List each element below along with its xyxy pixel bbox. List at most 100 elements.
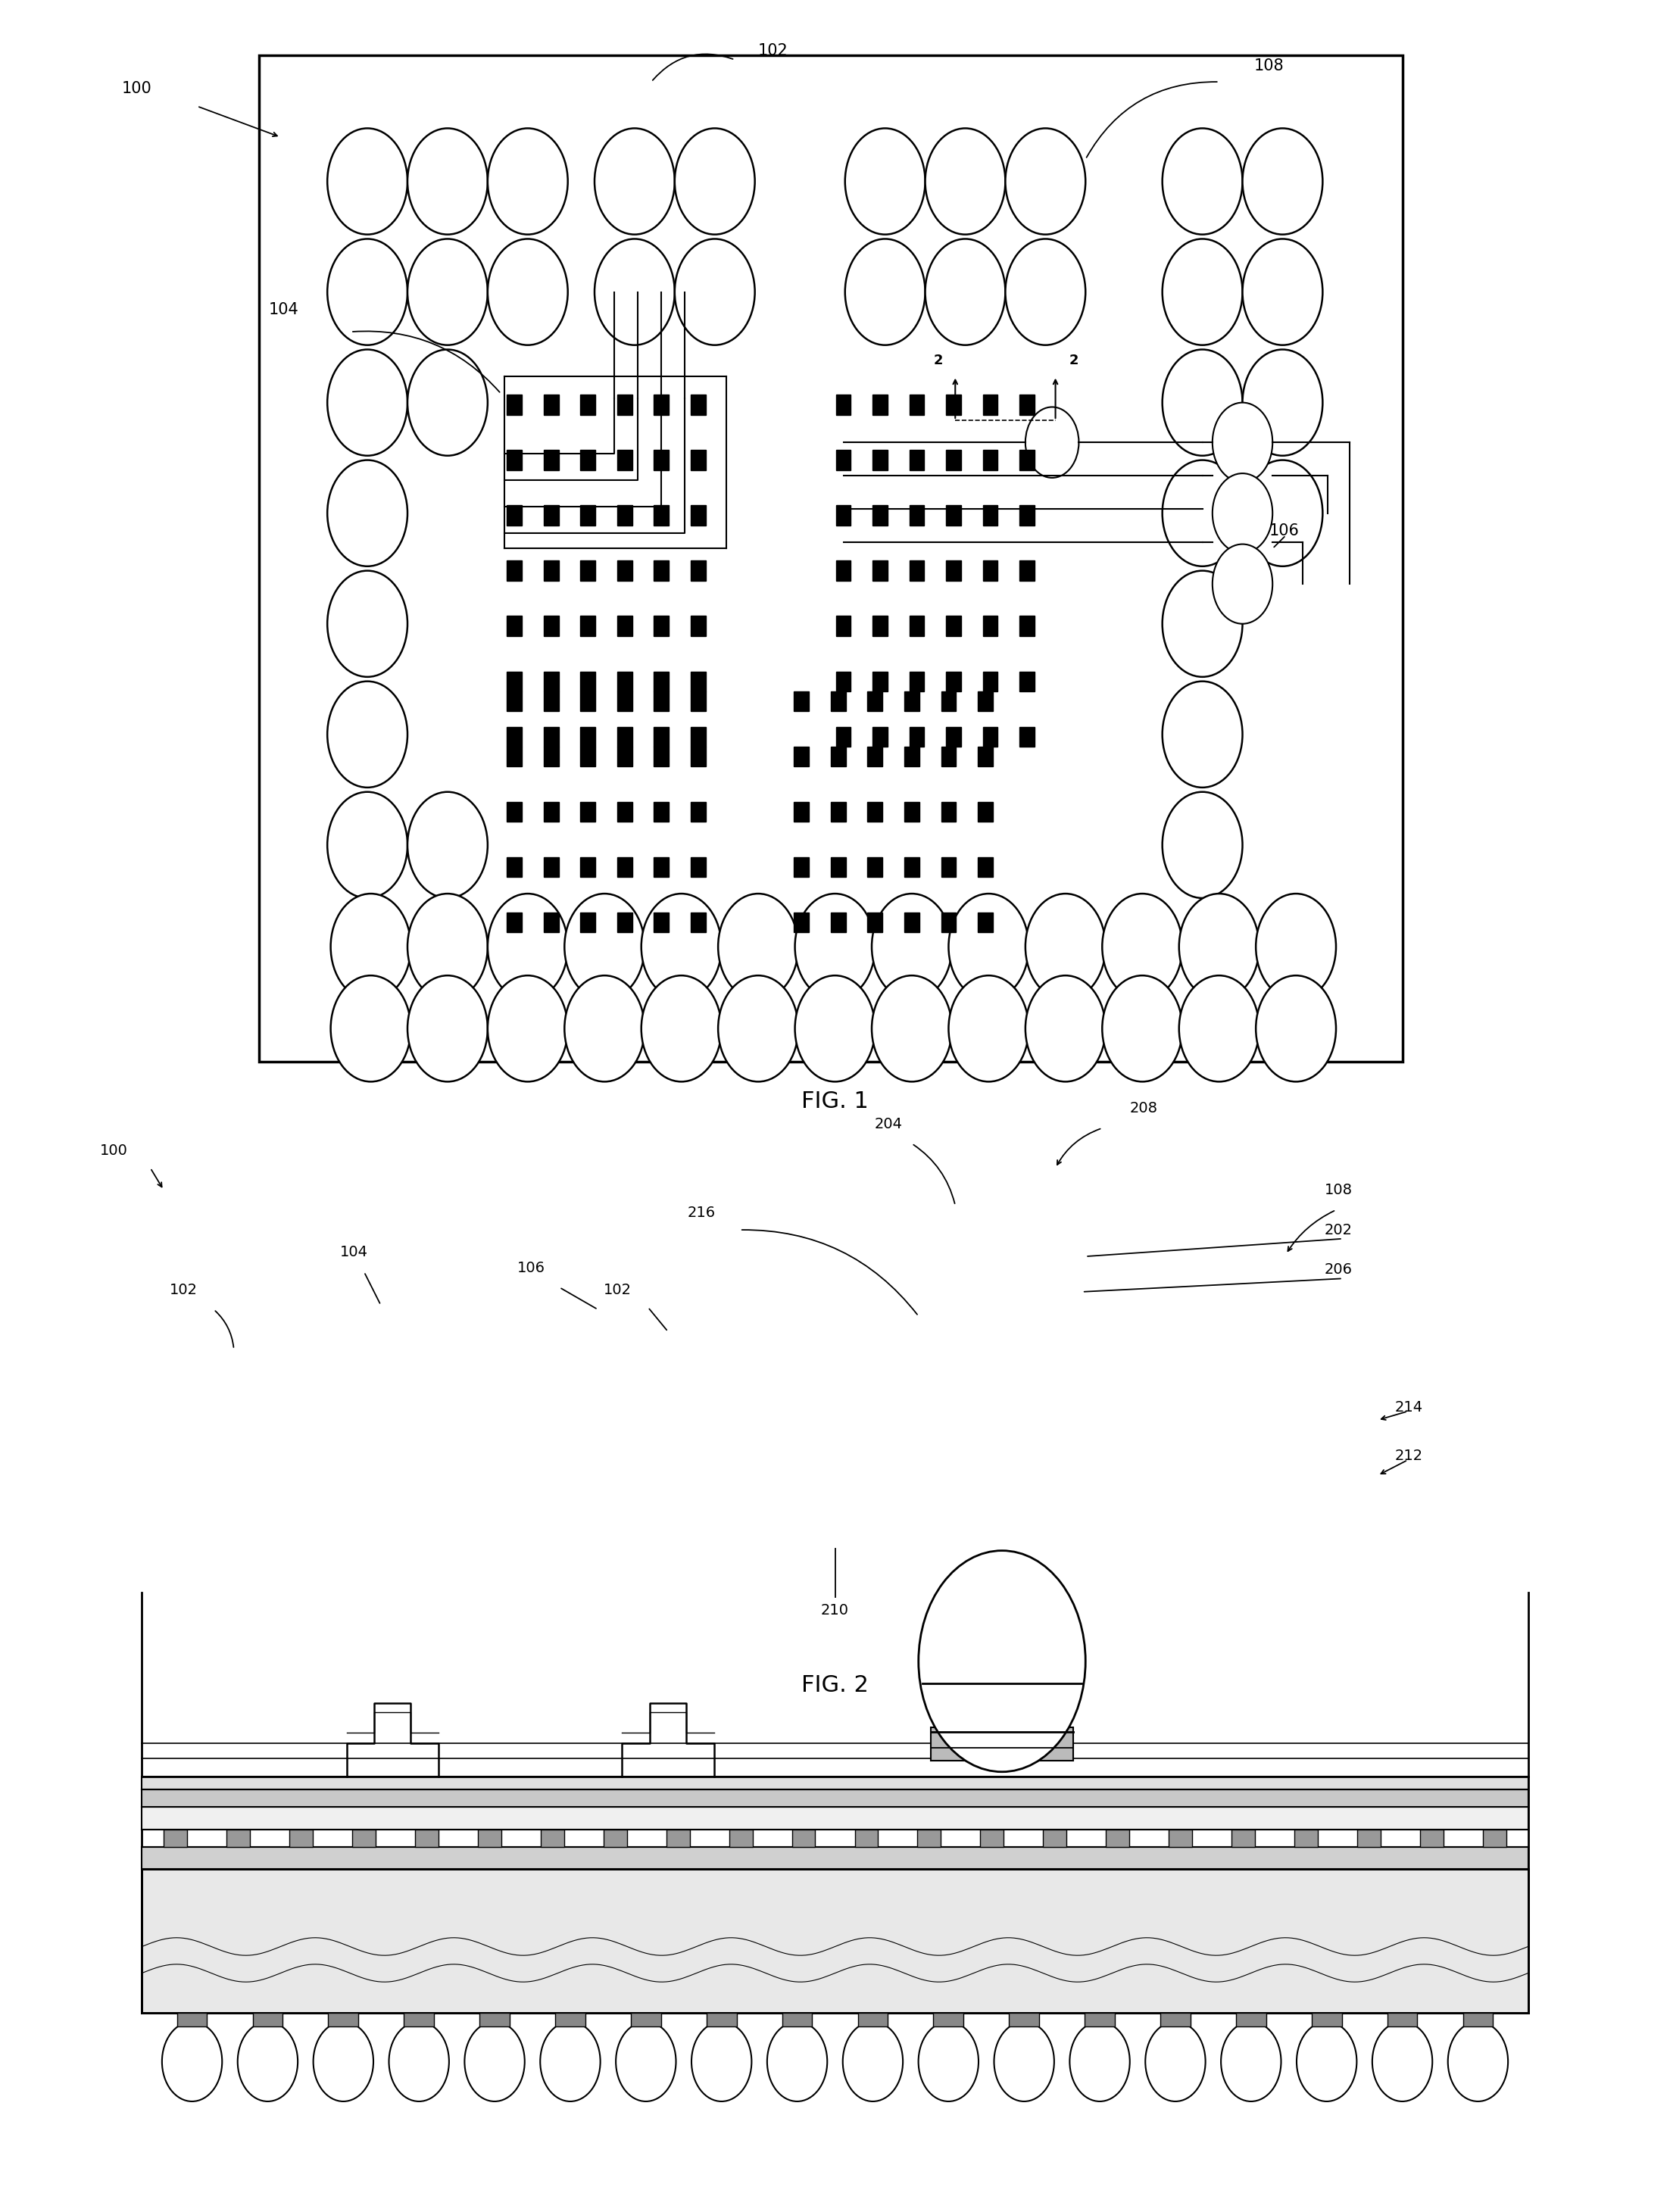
Circle shape xyxy=(327,681,407,787)
Circle shape xyxy=(595,128,675,234)
Circle shape xyxy=(389,2022,449,2101)
Bar xyxy=(868,911,883,933)
Bar xyxy=(1420,1829,1443,1847)
Circle shape xyxy=(1179,894,1259,1000)
Circle shape xyxy=(407,349,488,456)
Circle shape xyxy=(949,894,1029,1000)
Bar xyxy=(554,2013,584,2026)
Circle shape xyxy=(1162,681,1242,787)
Bar xyxy=(1483,1829,1506,1847)
Circle shape xyxy=(1070,2022,1131,2101)
Bar xyxy=(837,726,852,745)
Bar xyxy=(942,911,955,933)
Circle shape xyxy=(1256,894,1336,1000)
Circle shape xyxy=(918,1551,1086,1772)
Bar xyxy=(980,1829,1004,1847)
Bar xyxy=(984,449,999,469)
Bar xyxy=(905,911,920,933)
Text: 214: 214 xyxy=(1394,1400,1423,1413)
Circle shape xyxy=(237,2022,297,2101)
Bar xyxy=(259,55,1403,1062)
Bar xyxy=(832,748,845,768)
Circle shape xyxy=(843,2022,903,2101)
Bar xyxy=(1236,2013,1266,2026)
Circle shape xyxy=(767,2022,827,2101)
Bar xyxy=(691,615,705,637)
Bar xyxy=(691,803,705,823)
Bar xyxy=(1019,672,1035,690)
Bar xyxy=(979,803,994,823)
Circle shape xyxy=(1221,2022,1281,2101)
Bar xyxy=(984,560,999,580)
Bar xyxy=(544,504,559,524)
Circle shape xyxy=(1212,403,1273,482)
Text: 100: 100 xyxy=(100,1144,127,1157)
Bar xyxy=(581,672,595,690)
Circle shape xyxy=(1162,239,1242,345)
Bar xyxy=(508,911,521,933)
Text: 106: 106 xyxy=(1269,524,1299,538)
Circle shape xyxy=(327,239,407,345)
Text: 100: 100 xyxy=(122,82,152,95)
Bar xyxy=(917,1829,940,1847)
Text: 212: 212 xyxy=(1394,1449,1423,1462)
Circle shape xyxy=(1005,239,1086,345)
Circle shape xyxy=(327,128,407,234)
Circle shape xyxy=(1025,975,1106,1082)
Bar xyxy=(618,615,631,637)
Bar xyxy=(618,690,631,712)
Bar xyxy=(1019,726,1035,745)
Bar xyxy=(1161,2013,1191,2026)
Bar xyxy=(795,748,810,768)
Text: 102: 102 xyxy=(758,44,788,58)
Bar xyxy=(837,672,852,690)
Bar xyxy=(508,690,521,712)
Text: 106: 106 xyxy=(518,1261,544,1274)
Bar xyxy=(618,560,631,580)
Bar xyxy=(691,856,705,876)
Bar xyxy=(984,672,999,690)
Bar xyxy=(910,560,925,580)
Circle shape xyxy=(925,128,1005,234)
Bar xyxy=(544,560,559,580)
Bar xyxy=(1019,504,1035,524)
Circle shape xyxy=(331,894,411,1000)
Bar xyxy=(581,449,595,469)
Bar xyxy=(544,803,559,823)
Bar xyxy=(581,504,595,524)
Circle shape xyxy=(925,239,1005,345)
Circle shape xyxy=(1102,894,1182,1000)
Bar xyxy=(618,672,631,690)
Circle shape xyxy=(1162,128,1242,234)
Circle shape xyxy=(1146,2022,1206,2101)
Bar xyxy=(655,504,670,524)
Bar xyxy=(795,690,810,712)
Text: 108: 108 xyxy=(1254,60,1284,73)
Bar xyxy=(1019,449,1035,469)
Bar xyxy=(942,690,955,712)
Bar xyxy=(706,2013,736,2026)
Circle shape xyxy=(845,239,925,345)
Circle shape xyxy=(1256,975,1336,1082)
Bar xyxy=(544,911,559,933)
Bar xyxy=(655,690,670,712)
Bar xyxy=(544,615,559,637)
Circle shape xyxy=(1025,407,1079,478)
Bar xyxy=(581,726,595,745)
Text: FIG. 1: FIG. 1 xyxy=(802,1091,868,1113)
Bar xyxy=(142,1807,1528,1829)
Circle shape xyxy=(1162,460,1242,566)
Bar xyxy=(910,615,925,637)
Bar xyxy=(945,394,962,416)
Text: 2: 2 xyxy=(1069,354,1079,367)
Circle shape xyxy=(1162,792,1242,898)
Text: 202: 202 xyxy=(1324,1223,1353,1237)
Bar xyxy=(832,911,845,933)
Bar xyxy=(691,748,705,768)
Bar xyxy=(289,1829,312,1847)
Bar xyxy=(691,394,705,416)
Bar xyxy=(979,690,994,712)
Bar xyxy=(655,748,670,768)
Bar xyxy=(581,748,595,768)
Bar xyxy=(942,803,955,823)
